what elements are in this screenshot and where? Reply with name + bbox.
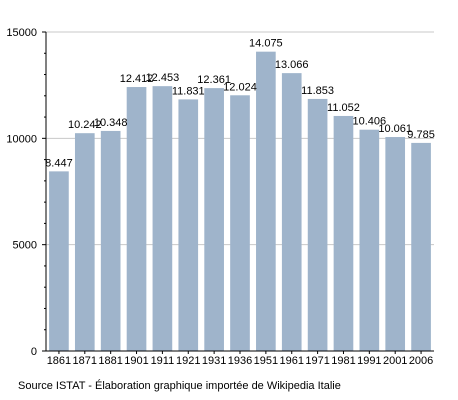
x-tick-labels: 1861 1871 1881 1901 1911 1921 1931 1936 1951 1961… bbox=[47, 351, 433, 367]
data-label: 10.406 bbox=[353, 116, 387, 128]
data-label: 10.348 bbox=[94, 117, 128, 129]
x-tick-label: 1961 bbox=[279, 355, 303, 367]
bars bbox=[49, 51, 431, 352]
x-tick-label: 1881 bbox=[98, 355, 122, 367]
data-label: 12.412 bbox=[120, 73, 154, 85]
data-label: 11.052 bbox=[327, 102, 360, 114]
data-label: 14.075 bbox=[249, 38, 283, 50]
x-tick-label: 1911 bbox=[151, 355, 175, 367]
y-tick-label: 0 bbox=[31, 346, 37, 358]
bar bbox=[49, 171, 69, 351]
bar bbox=[333, 115, 354, 351]
x-tick-label: 1971 bbox=[305, 355, 329, 367]
y-ticks: 0 5000 10000 15000 bbox=[6, 27, 46, 358]
x-tick-label: 2006 bbox=[409, 355, 433, 367]
x-tick-label: 1921 bbox=[176, 355, 200, 367]
bar bbox=[126, 87, 147, 351]
y-tick-label: 15000 bbox=[6, 27, 37, 39]
bar bbox=[411, 142, 431, 351]
data-label: 11.831 bbox=[172, 85, 205, 97]
x-tick-label: 1931 bbox=[202, 355, 226, 367]
bar bbox=[178, 99, 199, 351]
y-tick-label: 5000 bbox=[13, 240, 37, 252]
x-tick-label: 1861 bbox=[47, 355, 71, 367]
x-tick-label: 2001 bbox=[383, 355, 407, 367]
data-label: 12.024 bbox=[223, 81, 257, 93]
data-label: 10.242 bbox=[68, 119, 102, 131]
bar bbox=[230, 95, 250, 351]
x-tick-label: 1871 bbox=[73, 355, 97, 367]
data-label: 12.361 bbox=[197, 74, 231, 86]
data-label: 9.785 bbox=[407, 129, 435, 141]
data-label: 10.061 bbox=[378, 123, 412, 135]
bar bbox=[74, 133, 95, 351]
bar bbox=[204, 88, 224, 351]
bar bbox=[152, 86, 173, 351]
x-tick-label: 1936 bbox=[228, 355, 252, 367]
bar bbox=[281, 73, 302, 351]
bar bbox=[100, 130, 121, 351]
y-tick-label: 10000 bbox=[6, 133, 37, 145]
bar bbox=[307, 98, 328, 351]
x-tick-label: 1901 bbox=[124, 355, 148, 367]
x-tick-label: 1951 bbox=[254, 355, 278, 367]
bar bbox=[256, 51, 276, 352]
source-note: Source ISTAT - Élaboration graphique imp… bbox=[18, 380, 341, 392]
bar bbox=[359, 129, 380, 351]
data-label: 8.447 bbox=[45, 157, 73, 169]
x-tick-label: 1981 bbox=[331, 355, 355, 367]
data-label: 13.066 bbox=[275, 59, 309, 71]
data-label: 11.853 bbox=[301, 85, 334, 97]
data-label: 12.453 bbox=[146, 72, 180, 84]
x-tick-label: 1991 bbox=[357, 355, 381, 367]
bar bbox=[385, 137, 406, 351]
